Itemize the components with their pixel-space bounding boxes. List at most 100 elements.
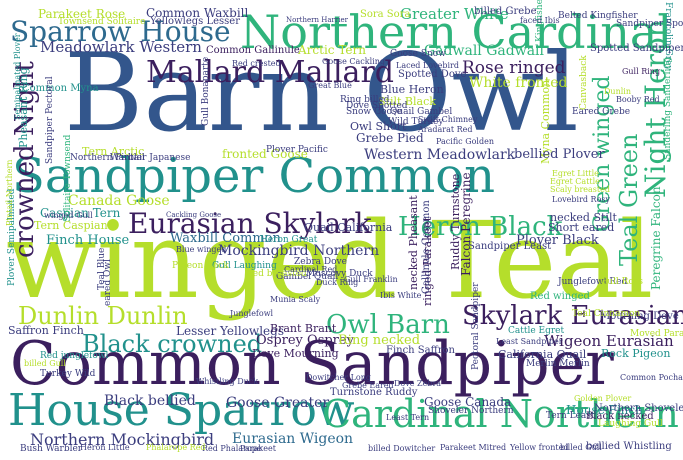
word: Sandpiper Common (12, 148, 496, 204)
word: Canada Goose (68, 193, 170, 209)
word: Sora Sora (360, 9, 411, 20)
word: Goose Snow (390, 49, 446, 59)
word: faced Ibis (520, 16, 560, 25)
word: Whistling Duck (196, 377, 259, 386)
word: Osprey Osprey (256, 333, 354, 348)
word: Ruddy Turnstone (449, 173, 462, 270)
word: Sandpiper Pectoral (45, 76, 55, 164)
word: Munia Scaly (270, 295, 321, 304)
word: Heron Great (260, 235, 318, 245)
word: Quail California (304, 221, 393, 234)
word: Red winged (530, 291, 590, 302)
word: Common Sandpiper (10, 329, 614, 399)
word: Least Sandpiper (496, 337, 563, 346)
word: Barn Owl (64, 31, 579, 156)
word: necked Stilt (550, 211, 617, 224)
word: Egret Little (552, 169, 599, 178)
word: Egret Cattle (550, 177, 600, 186)
word: Warbler Japanese (110, 153, 191, 163)
word: Heron Black (398, 212, 563, 242)
word: Belted Kingfisher (558, 11, 638, 21)
word: Heron Little (80, 443, 130, 452)
word: bellied Whistling (586, 441, 672, 452)
word: necked Pheasant (407, 195, 420, 290)
word: Spotted Sandpiper (590, 43, 683, 54)
word: Mockingbird Northern (218, 243, 380, 259)
word: Black bellied (104, 393, 196, 409)
word: Rock Pigeon (601, 347, 671, 360)
word: Swift Chimney (418, 115, 478, 124)
word: Plover Black (516, 233, 599, 248)
word: Teal Green (615, 133, 643, 266)
word: Gadwall Gadwall (424, 43, 545, 59)
word: Tern Caspian (34, 219, 108, 232)
word: Muscovy Duck (306, 269, 373, 279)
word: billed Dowitcher (368, 444, 436, 453)
word: billed Gull (560, 443, 602, 452)
word: Ring billed (340, 95, 390, 105)
word: Northern Harrier (286, 16, 348, 24)
word: Dove Zebra (394, 379, 442, 388)
word: House Finch (566, 403, 643, 417)
word: Common Gallinule (206, 45, 300, 56)
word: Scaly breasted (550, 185, 610, 194)
word: Skylark Eurasian (462, 301, 683, 331)
word: Blue Heron (380, 83, 444, 96)
word: Finch Saffron (386, 345, 455, 356)
word: Western Meadowlark (364, 147, 516, 163)
word: Wild Turkey (388, 117, 444, 127)
word: Yellow fronted (510, 443, 569, 452)
word: Short eared (548, 221, 615, 234)
word: Pigeon Rock (172, 261, 229, 271)
word: Dowitcher Long (306, 373, 371, 382)
word: Grebe Pied (356, 131, 424, 145)
word: Spotted Dove (398, 69, 467, 80)
word: Eared Grebe (572, 107, 631, 117)
word: Dunlin Dunlin (18, 302, 188, 330)
word: Caspian Tern (40, 206, 121, 220)
word: Wigeon Eurasian (544, 332, 674, 350)
word: Sandpiper Least (468, 241, 552, 252)
word: Plover Pacific (266, 145, 328, 155)
word: Solitaire Townsend (63, 134, 73, 222)
word: Mourning Dove (600, 311, 679, 322)
word: Cackling Goose (166, 211, 222, 219)
word: Teal Cinnamon (572, 309, 641, 319)
word: Parakeet Mitred (440, 443, 507, 452)
word: Tern Least (546, 411, 595, 421)
word: Rose ringed (462, 58, 566, 78)
word: Parakeet (240, 444, 276, 453)
word: Lesser Yellowlegs (176, 324, 284, 338)
word: House Sparrow (8, 385, 355, 436)
word: Common Pochard (620, 373, 683, 382)
word: Goose Greater (226, 395, 330, 411)
word: Finch House (46, 233, 130, 248)
word: Junglefowl Red (558, 277, 628, 287)
word: Owl Barn (326, 310, 450, 340)
word: Eurasian Skylark (128, 207, 372, 240)
word: Sandpiper Spotted (616, 19, 683, 29)
word: Brant Brant (270, 322, 337, 335)
word: Semipalmated Plover (13, 33, 22, 120)
word: Waxbill Common (170, 231, 281, 246)
word: Gull Bonaparte (201, 56, 211, 126)
word: Greater White (400, 5, 509, 23)
word: Townsend Solitaire (58, 17, 146, 27)
word: Gallinule Common (421, 200, 432, 294)
word: Moved Parakeet (630, 329, 683, 339)
word: Red breasted (246, 269, 307, 279)
word: Sparrow House (10, 15, 231, 48)
word: Pectoral Sandpiper (471, 282, 481, 370)
word: Meadowlark Western (40, 38, 202, 56)
word: Northern Cardinal (240, 5, 673, 59)
word: Black necked (586, 411, 654, 422)
word: Snow Goose (346, 107, 402, 117)
word: Golden Plover (574, 394, 632, 403)
word: Pintail Northern (5, 159, 14, 226)
word: Pacific Golden (436, 137, 494, 146)
word: Gull Laughing (212, 261, 277, 271)
word: Common Waxbill (146, 6, 249, 20)
word: Saffron Finch (8, 324, 84, 337)
word: billed Gull (24, 359, 66, 368)
